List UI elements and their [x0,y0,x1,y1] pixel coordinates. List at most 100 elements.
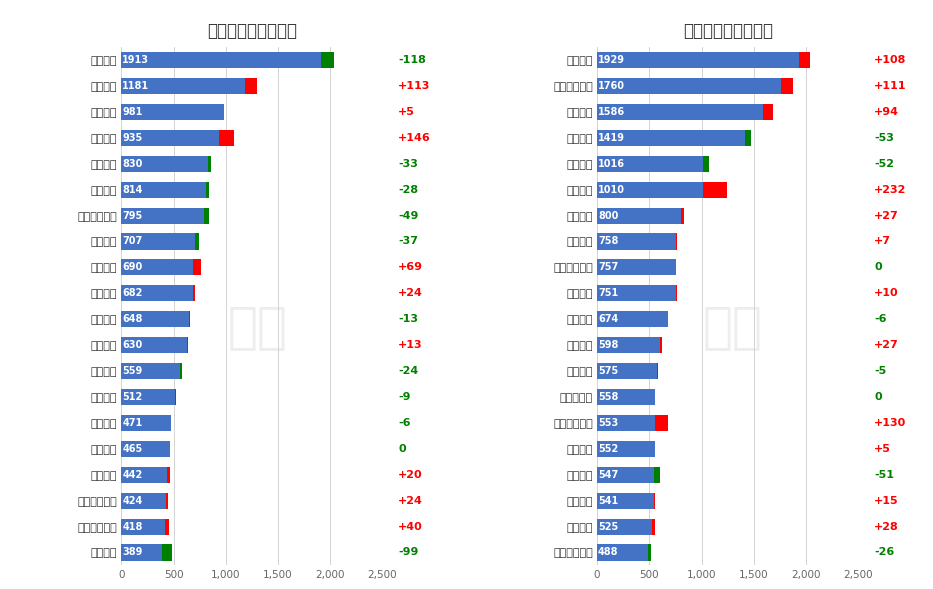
Text: 559: 559 [122,366,143,376]
Text: +15: +15 [874,496,898,505]
Text: +94: +94 [874,107,899,117]
Bar [121,259,193,276]
Text: -13: -13 [398,315,418,324]
Bar [597,130,745,146]
Text: 1929: 1929 [598,55,625,65]
Bar [648,544,651,561]
Text: 上期: 上期 [227,303,287,351]
Bar [745,130,751,146]
Bar [121,78,244,94]
Bar [597,311,667,327]
Bar [219,130,234,146]
Text: 598: 598 [598,340,619,350]
Text: +10: +10 [874,289,898,298]
Bar [121,311,189,327]
Bar [121,285,192,302]
Text: -33: -33 [398,159,418,168]
Text: 552: 552 [598,444,619,454]
Text: 418: 418 [122,522,143,531]
Bar [321,52,333,68]
Text: 707: 707 [122,237,143,246]
Text: 1419: 1419 [598,133,625,143]
Text: +130: +130 [874,418,906,428]
Bar [597,285,675,302]
Text: 1181: 1181 [122,81,149,91]
Bar [675,285,676,302]
Bar [655,415,668,431]
Title: 红枣空头持仓龙虎榜: 红枣空头持仓龙虎榜 [683,22,773,40]
Bar [121,155,208,172]
Bar [597,181,703,198]
Text: 1586: 1586 [598,107,625,117]
Text: +40: +40 [398,522,423,531]
Text: 800: 800 [598,211,619,220]
Bar [162,544,173,561]
Bar [121,363,180,379]
Text: +28: +28 [874,522,898,531]
Text: +113: +113 [398,81,430,91]
Bar [121,466,168,483]
Text: +69: +69 [398,263,424,272]
Text: +232: +232 [874,185,906,194]
Text: +20: +20 [398,470,423,479]
Text: +13: +13 [398,340,423,350]
Text: 471: 471 [122,418,143,428]
Bar [121,544,162,561]
Text: 630: 630 [122,340,143,350]
Text: 541: 541 [598,496,619,505]
Text: 690: 690 [122,263,143,272]
Bar [121,104,224,120]
Text: -6: -6 [398,418,411,428]
Text: -118: -118 [398,55,426,65]
Bar [174,389,175,405]
Text: +5: +5 [398,107,415,117]
Text: 上期: 上期 [703,303,763,351]
Bar [121,337,188,353]
Text: -9: -9 [398,392,411,402]
Text: -28: -28 [398,185,418,194]
Text: 1913: 1913 [122,55,149,65]
Bar [652,518,655,535]
Text: 553: 553 [598,418,619,428]
Bar [597,233,676,250]
Bar [189,311,190,327]
Bar [193,259,201,276]
Text: -6: -6 [874,315,886,324]
Text: -53: -53 [874,133,894,143]
Text: +7: +7 [874,237,891,246]
Text: 795: 795 [122,211,143,220]
Bar [597,259,676,276]
Title: 红枣多头持仓龙虎榜: 红枣多头持仓龙虎榜 [207,22,297,40]
Text: +27: +27 [874,211,898,220]
Text: -51: -51 [874,470,894,479]
Text: 751: 751 [598,289,619,298]
Bar [192,285,195,302]
Text: 0: 0 [398,444,406,454]
Bar [165,492,168,509]
Bar [244,78,257,94]
Text: 575: 575 [598,366,619,376]
Bar [121,207,204,224]
Text: 758: 758 [598,237,619,246]
Bar [208,155,212,172]
Text: 0: 0 [874,392,882,402]
Text: 547: 547 [598,470,619,479]
Bar [597,415,655,431]
Text: 0: 0 [874,263,882,272]
Text: 814: 814 [122,185,143,194]
Text: +111: +111 [874,81,907,91]
Text: +24: +24 [398,289,423,298]
Bar [654,466,660,483]
Bar [121,181,206,198]
Text: -26: -26 [874,548,895,557]
Bar [121,492,165,509]
Bar [121,415,171,431]
Text: 525: 525 [598,522,619,531]
Text: 682: 682 [122,289,143,298]
Bar [597,492,654,509]
Bar [597,78,781,94]
Bar [165,518,169,535]
Text: -49: -49 [398,211,419,220]
Text: 442: 442 [122,470,143,479]
Text: +27: +27 [874,340,898,350]
